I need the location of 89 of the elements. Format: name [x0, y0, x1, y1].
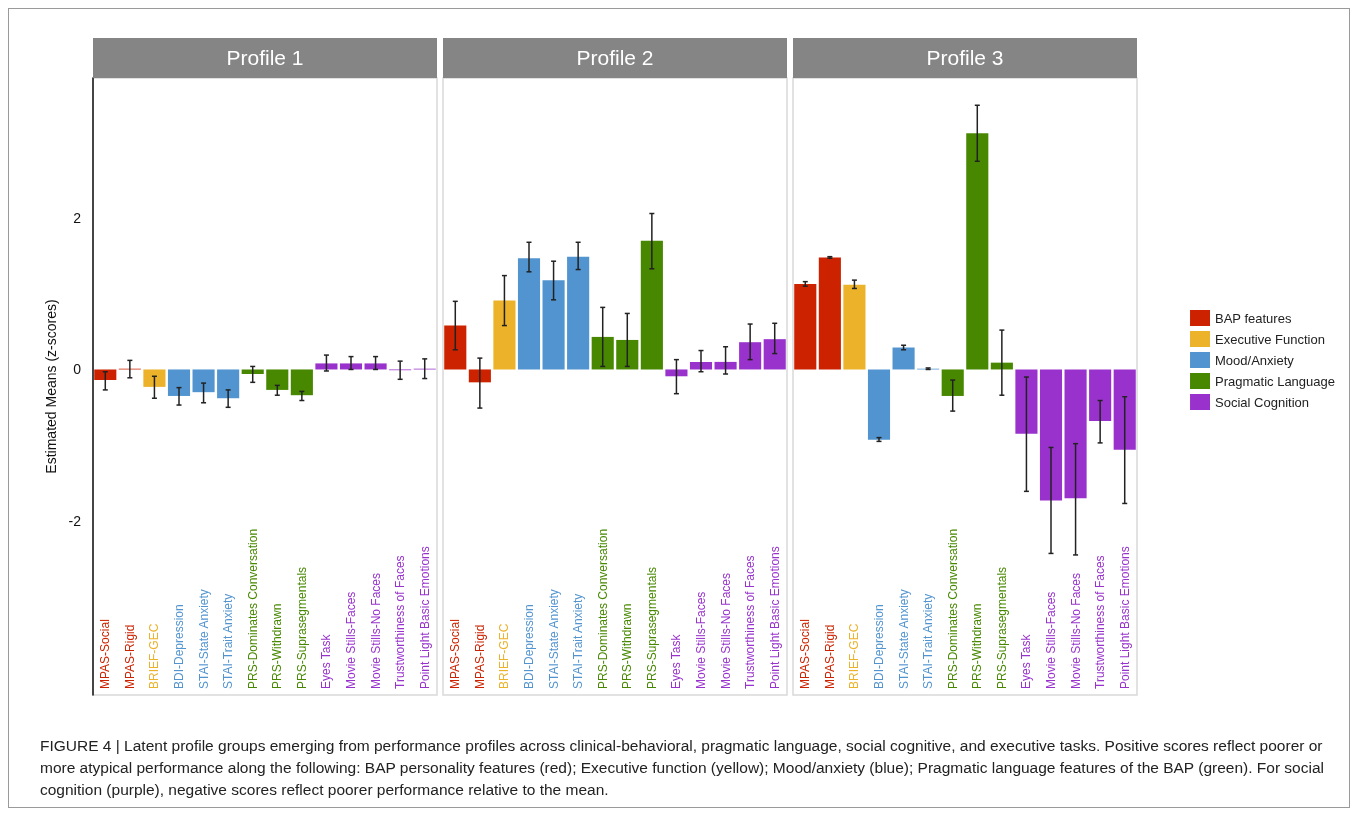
bar — [517, 258, 541, 370]
bar — [616, 339, 639, 370]
y-tick-label: 2 — [73, 210, 82, 227]
x-tick-label: PRS-Withdrawn — [270, 603, 285, 689]
x-tick-label: Movie Stills-Faces — [1044, 591, 1058, 689]
y-axis-title: Estimated Means (z-scores) — [42, 299, 59, 474]
x-tick-label: STAI-State Anxiety — [546, 589, 561, 689]
bar — [266, 369, 289, 390]
x-tick-label: MPAS-Rigid — [472, 624, 487, 689]
bar — [167, 369, 191, 396]
bar — [468, 369, 491, 383]
x-tick-label: MPAS-Social — [448, 619, 463, 689]
x-tick-label: Eyes Task — [1019, 633, 1034, 689]
bar — [763, 339, 786, 370]
legend-label: Pragmatic Language — [1215, 373, 1336, 389]
x-tick-label: STAI-Trait Anxiety — [921, 593, 936, 689]
x-tick-label: PRS-Suprasegmentals — [294, 566, 309, 689]
bar — [591, 336, 614, 370]
x-tick-label: STAI-State Anxiety — [196, 589, 211, 689]
x-tick-label: Trustworthiness of Faces — [743, 555, 758, 689]
bar — [739, 342, 762, 370]
x-tick-label: BDI-Depression — [172, 604, 186, 689]
x-tick-label: PRS-Withdrawn — [620, 603, 635, 689]
legend-label: Executive Function — [1215, 331, 1325, 347]
bar — [444, 325, 467, 370]
x-tick-label: Movie Stills-No Faces — [368, 572, 383, 689]
bar — [1113, 369, 1136, 450]
caption: FIGURE 4 | Latent profile groups emerging from performance profiles across clinical-behavioral, pragmatic language, social cognitive, and executive tasks. Positive scores reflect poorer or more atypical performance along the following: BAP personality features (red); Executive function (yellow); Mood/anxiety (blue); Pragmatic language features of the BAP (green). For social cognition (purple), negative scores reflect poorer performance relative to the mean. — [40, 736, 1325, 800]
x-tick-label: BRIEF-GEC — [147, 623, 162, 689]
x-tick-label: Trustworthiness of Faces — [393, 555, 408, 689]
x-tick-label: BRIEF-GEC — [497, 623, 512, 689]
bar — [818, 257, 841, 370]
bar — [665, 369, 688, 377]
bar — [794, 283, 817, 370]
bar — [843, 284, 866, 370]
bar — [217, 369, 240, 399]
x-tick-label: MPAS-Rigid — [122, 624, 137, 689]
x-tick-label: STAI-Trait Anxiety — [571, 593, 586, 689]
legend-label: Social Cognition — [1215, 394, 1309, 410]
bar — [640, 240, 663, 370]
x-tick-label: Movie Stills-Faces — [344, 591, 358, 689]
x-tick-label: MPAS-Social — [98, 619, 113, 689]
x-tick-label: PRS-Withdrawn — [970, 603, 985, 689]
x-tick-label: Eyes Task — [319, 633, 334, 689]
legend-label: Mood/Anxiety — [1215, 352, 1295, 368]
chart-title: Profile 3 — [793, 38, 1137, 78]
x-tick-label: PRS-Dominates Conversation — [945, 528, 960, 689]
x-tick-label: Point Light Basic Emotions — [767, 546, 782, 689]
x-tick-label: Movie Stills-Faces — [694, 591, 708, 689]
bar — [941, 369, 964, 396]
chart-title: Profile 2 — [443, 38, 787, 78]
x-tick-label: MPAS-Social — [798, 619, 813, 689]
bar — [94, 369, 117, 381]
x-tick-label: STAI-Trait Anxiety — [221, 593, 236, 689]
bar — [290, 369, 313, 396]
y-tick-label: -2 — [68, 512, 82, 529]
x-tick-label: BDI-Depression — [522, 604, 536, 689]
bar — [143, 369, 166, 387]
bar — [567, 256, 590, 370]
bar — [364, 363, 387, 370]
bar — [1089, 369, 1112, 421]
x-tick-label: PRS-Suprasegmentals — [644, 566, 659, 689]
x-tick-label: BRIEF-GEC — [847, 623, 862, 689]
x-tick-label: Point Light Basic Emotions — [417, 546, 432, 689]
bar — [192, 369, 215, 393]
bar — [493, 300, 516, 370]
bar — [1039, 369, 1063, 501]
bar — [1064, 369, 1087, 499]
x-tick-label: Trustworthiness of Faces — [1093, 555, 1108, 689]
y-tick-label: 0 — [73, 361, 82, 378]
bar — [867, 369, 891, 440]
x-tick-label: PRS-Suprasegmentals — [994, 566, 1009, 689]
bar — [315, 363, 338, 370]
x-tick-label: BDI-Depression — [872, 604, 886, 689]
x-tick-label: MPAS-Rigid — [822, 624, 837, 689]
x-tick-label: Point Light Basic Emotions — [1117, 546, 1132, 689]
x-tick-label: PRS-Dominates Conversation — [245, 528, 260, 689]
x-tick-label: Movie Stills-No Faces — [1068, 572, 1083, 689]
x-tick-label: PRS-Dominates Conversation — [595, 528, 610, 689]
x-tick-label: Eyes Task — [669, 633, 684, 689]
legend-label: BAP features — [1215, 310, 1292, 326]
bar — [241, 369, 264, 375]
chart-title: Profile 1 — [93, 38, 437, 78]
bar — [542, 280, 565, 370]
bar — [892, 347, 915, 370]
bar — [1015, 369, 1038, 434]
x-tick-label: STAI-State Anxiety — [896, 589, 911, 689]
bar — [966, 133, 989, 370]
x-tick-label: Movie Stills-No Faces — [718, 572, 733, 689]
